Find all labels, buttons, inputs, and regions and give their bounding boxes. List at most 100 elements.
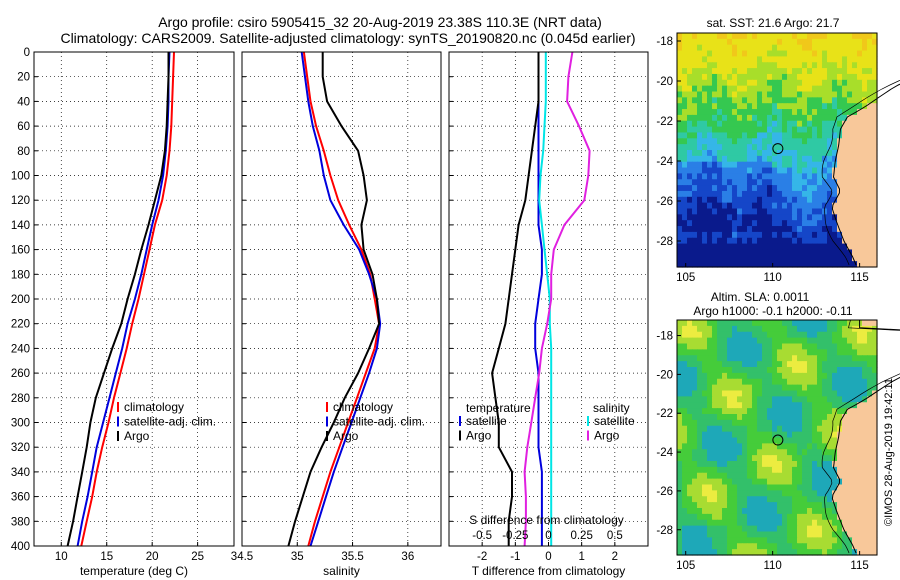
ocean-cell (722, 220, 728, 227)
land-cell (872, 425, 878, 433)
ocean-cell (742, 56, 748, 63)
ocean-cell (737, 513, 743, 521)
ocean-cell (742, 425, 748, 433)
ocean-cell (807, 461, 813, 468)
ocean-cell (777, 372, 783, 380)
ocean-cell (742, 85, 748, 93)
ocean-cell (777, 231, 783, 239)
ocean-cell (872, 85, 878, 93)
ocean-cell (797, 325, 803, 333)
depth-tick-label: 60 (17, 121, 30, 133)
ocean-cell (747, 79, 753, 87)
ocean-cell (677, 478, 683, 486)
ocean-cell (702, 196, 708, 204)
ocean-cell (802, 62, 808, 69)
ocean-cell (742, 114, 748, 122)
ocean-cell (862, 378, 868, 386)
ocean-cell (707, 531, 713, 538)
ocean-cell (727, 220, 733, 227)
ocean-cell (792, 220, 798, 227)
ocean-cell (692, 167, 698, 174)
ocean-cell (712, 455, 718, 462)
ocean-cell (747, 173, 753, 180)
land-cell (852, 237, 858, 245)
ocean-cell (802, 543, 808, 550)
ocean-cell (762, 508, 768, 515)
ocean-cell (777, 367, 783, 374)
ocean-cell (827, 466, 833, 474)
ocean-cell (692, 220, 698, 227)
ocean-cell (692, 384, 698, 392)
ocean-cell (717, 91, 723, 98)
ocean-cell (872, 349, 878, 356)
ocean-cell (812, 73, 818, 81)
ocean-cell (842, 62, 848, 69)
ocean-cell (682, 237, 688, 245)
ocean-cell (727, 531, 733, 538)
land-cell (867, 120, 873, 128)
ocean-cell (777, 414, 783, 421)
ocean-cell (767, 543, 773, 550)
ocean-cell (857, 38, 863, 46)
ocean-cell (767, 502, 773, 509)
ocean-cell (787, 502, 793, 509)
depth-tick-label: 300 (11, 418, 30, 430)
land-cell (847, 144, 853, 151)
ocean-cell (752, 220, 758, 227)
ocean-cell (812, 449, 818, 456)
ocean-cell (837, 33, 843, 40)
ocean-cell (787, 367, 793, 374)
ocean-cell (782, 173, 788, 180)
depth-tick-label: 40 (17, 96, 30, 108)
ocean-cell (742, 62, 748, 69)
ocean-cell (817, 496, 823, 503)
ocean-cell (732, 155, 738, 163)
ocean-cell (792, 44, 798, 52)
series-line-t-satellite (534, 52, 543, 546)
ocean-cell (722, 531, 728, 538)
ocean-cell (812, 62, 818, 69)
ocean-cell (767, 114, 773, 122)
ocean-cell (707, 243, 713, 251)
ocean-cell (812, 185, 818, 192)
land-cell (842, 484, 848, 491)
ocean-cell (817, 484, 823, 491)
ocean-cell (757, 56, 763, 63)
ocean-cell (817, 208, 823, 215)
land-cell (852, 132, 858, 139)
ocean-cell (742, 320, 748, 327)
ocean-cell (797, 461, 803, 468)
ocean-cell (867, 378, 873, 386)
ocean-cell (787, 431, 793, 439)
land-cell (862, 414, 868, 421)
ocean-cell (782, 490, 788, 497)
land-cell (862, 120, 868, 128)
ocean-cell (702, 50, 708, 57)
ocean-cell (812, 144, 818, 151)
land-cell (852, 179, 858, 186)
ocean-cell (702, 519, 708, 527)
land-cell (847, 466, 853, 474)
ocean-cell (802, 490, 808, 497)
ocean-cell (792, 161, 798, 169)
land-cell (837, 490, 843, 497)
ocean-cell (697, 62, 703, 69)
ocean-cell (707, 150, 713, 157)
ocean-cell (872, 44, 878, 52)
ocean-cell (742, 519, 748, 527)
ocean-cell (697, 73, 703, 81)
ocean-cell (832, 537, 838, 544)
ocean-cell (687, 62, 693, 69)
ocean-cell (712, 173, 718, 180)
ocean-cell (792, 549, 798, 556)
ocean-cell (752, 150, 758, 157)
ocean-cell (782, 255, 788, 262)
ocean-cell (712, 513, 718, 521)
ocean-cell (762, 50, 768, 57)
ocean-cell (832, 114, 838, 122)
ocean-cell (722, 173, 728, 180)
land-cell (867, 196, 873, 204)
ocean-cell (682, 455, 688, 462)
ocean-cell (727, 109, 733, 116)
ocean-cell (837, 367, 843, 374)
